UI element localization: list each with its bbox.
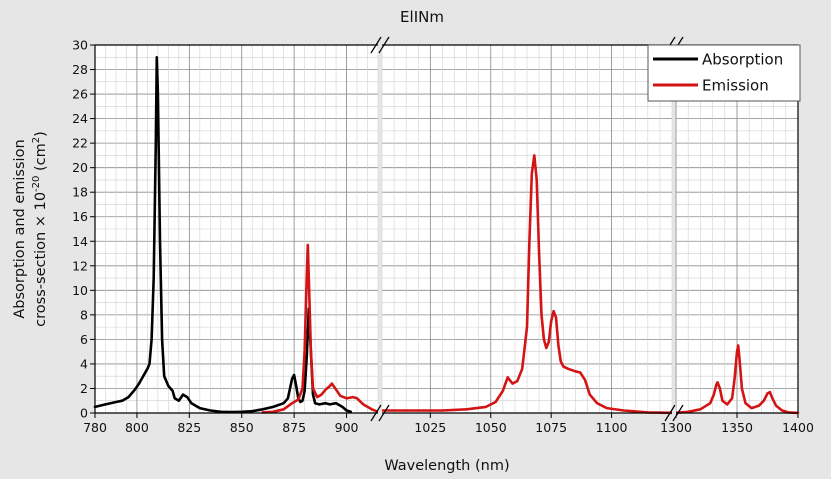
x-tick-label: 900: [335, 420, 359, 435]
y-axis-title-line2: cross-section × 10-20 (cm2): [31, 131, 49, 327]
y-axis-title-prefix: cross-section × 10: [33, 192, 49, 327]
emission-line-segment-2: [380, 154, 674, 415]
y-tick-label: 2: [80, 381, 88, 396]
y-tick-label: 12: [72, 258, 88, 273]
y-tick-label: 0: [80, 406, 88, 421]
y-tick-label: 22: [72, 136, 88, 151]
axis-break-slash: [370, 36, 382, 54]
x-tick-label: 825: [177, 420, 201, 435]
x-tick-label: 1300: [660, 420, 692, 435]
y-tick-label: 16: [72, 209, 88, 224]
x-tick-label: 1400: [782, 420, 814, 435]
y-tick-label: 18: [72, 185, 88, 200]
x-tick-label: 850: [230, 420, 254, 435]
y-tick-label: 10: [72, 283, 88, 298]
axis-break-gap: [672, 404, 676, 422]
y-axis-title-unit-close: ): [33, 131, 49, 137]
x-tick-label: 780: [83, 420, 107, 435]
x-tick-label: 1050: [475, 420, 507, 435]
plot-lines: [93, 56, 800, 415]
y-axis-title-exponent: -20: [31, 176, 42, 192]
legend-emission-label: Emission: [702, 77, 769, 95]
emission-line-segment-3: [674, 344, 800, 415]
x-tick-label: 875: [282, 420, 306, 435]
y-axis-title-unit-open: (cm: [33, 143, 49, 175]
x-tick-label: 1350: [721, 420, 753, 435]
axis-break-gap: [378, 36, 382, 54]
x-axis-title: Wavelength (nm): [384, 458, 509, 474]
axis-break-slash: [664, 404, 676, 422]
legend-absorption-label: Absorption: [702, 51, 783, 69]
y-tick-label: 30: [72, 38, 88, 53]
y-tick-label: 6: [80, 332, 88, 347]
y-axis-title: Absorption and emission cross-section × …: [12, 131, 49, 327]
y-tick-label: 8: [80, 307, 88, 322]
axis-break-slash: [370, 404, 382, 422]
y-tick-label: 28: [72, 62, 88, 77]
x-tick-label: 1100: [596, 420, 628, 435]
x-tick-label: 1025: [414, 420, 446, 435]
axis-break-slash: [378, 36, 390, 54]
x-tick-label: 1075: [535, 420, 567, 435]
y-axis-title-line1: Absorption and emission: [12, 139, 28, 318]
axis-break-gap: [378, 404, 382, 422]
legend: Absorption Emission: [647, 44, 801, 102]
x-tick-label: 800: [125, 420, 149, 435]
y-tick-label: 24: [72, 111, 88, 126]
y-tick-label: 20: [72, 160, 88, 175]
legend-box: [647, 44, 801, 102]
axis-break-slash: [672, 404, 684, 422]
y-tick-label: 26: [72, 87, 88, 102]
y-axis-title-unit-power: 2: [31, 137, 42, 143]
emission-line-segment-1: [261, 243, 380, 414]
axis-break-slash: [378, 404, 390, 422]
x-axis: 780 800 825 850 875 900 1025 1050 1075 1100 1300 13…: [83, 413, 814, 435]
y-tick-label: 4: [80, 356, 88, 371]
y-tick-label: 14: [72, 234, 88, 249]
chart-title: ElINm: [400, 8, 444, 26]
